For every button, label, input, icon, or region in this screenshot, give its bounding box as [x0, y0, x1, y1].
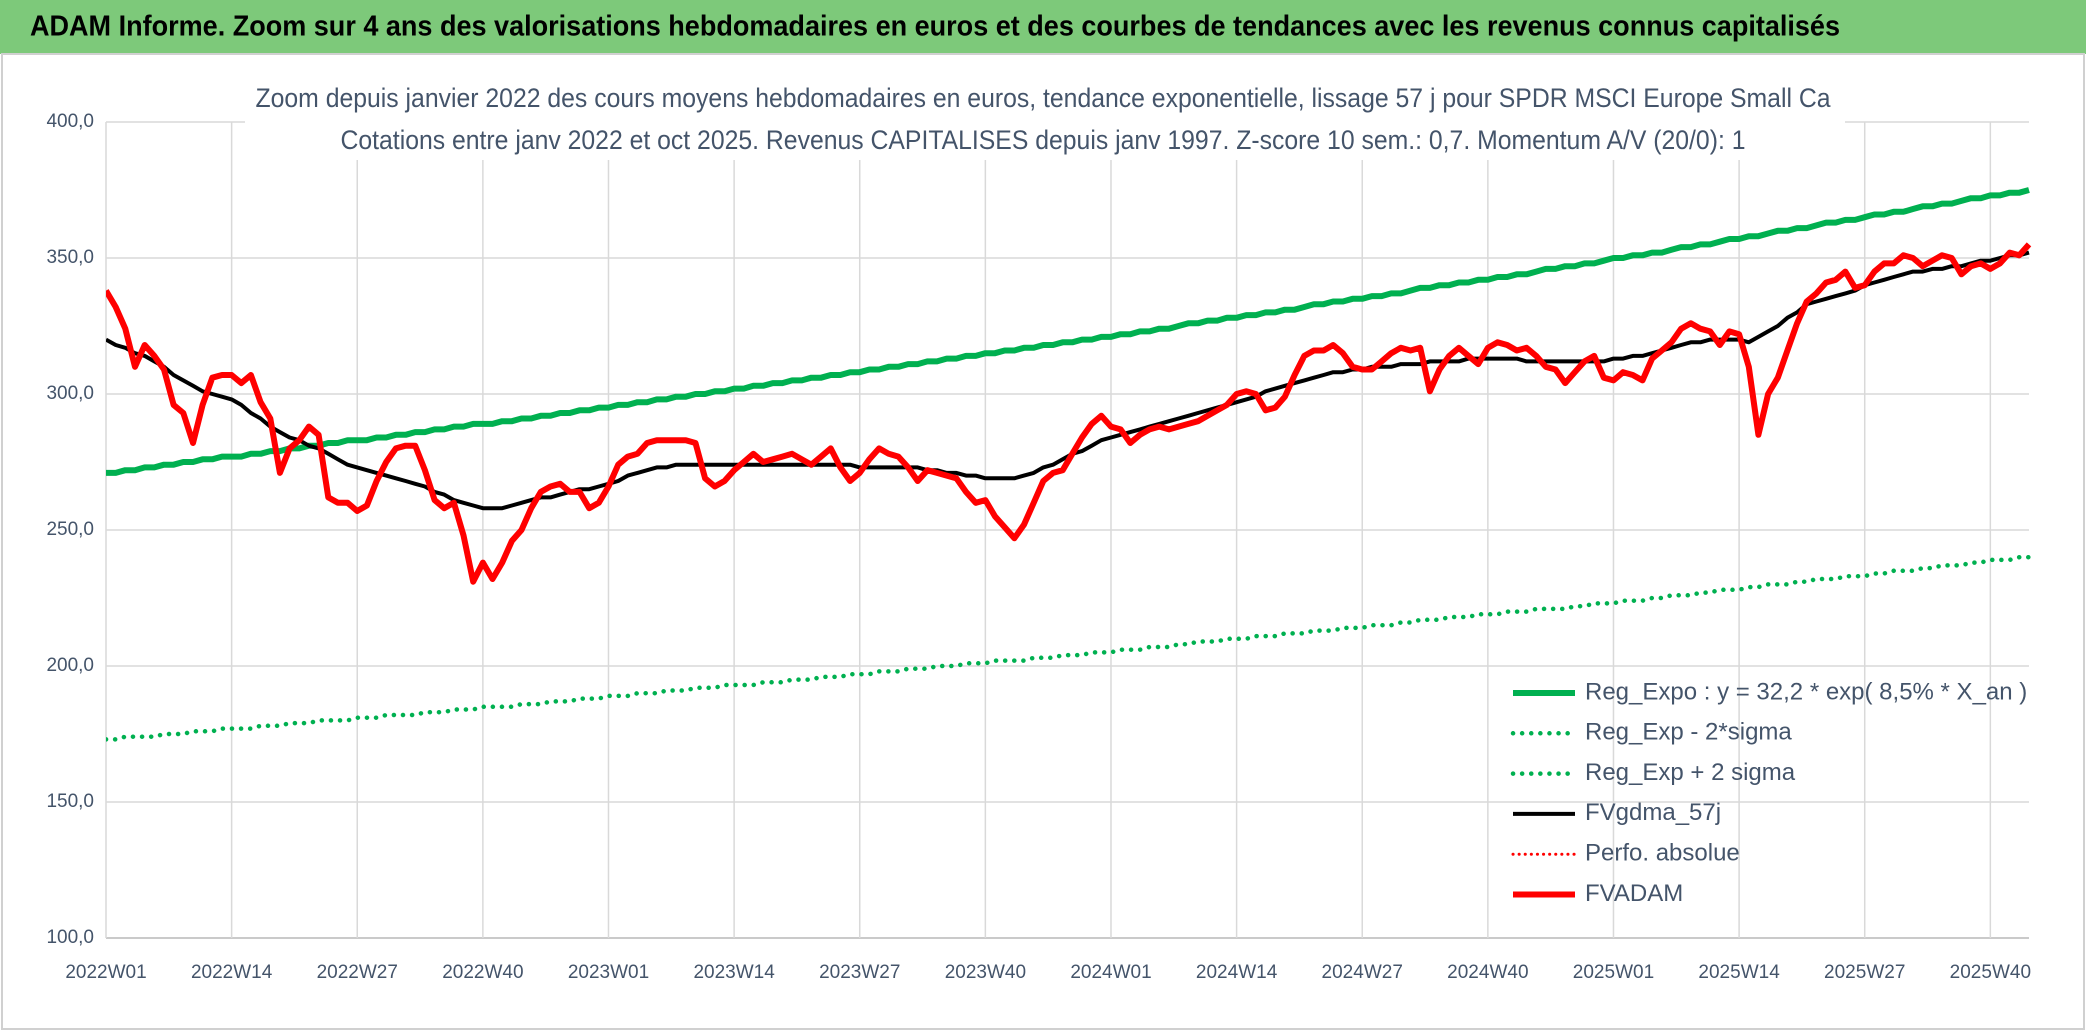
- series-line: [106, 187, 2030, 476]
- legend-label: FVgdma_57j: [1585, 799, 1721, 826]
- x-tick-label: 2024W14: [1196, 962, 1278, 983]
- x-tick-label: 2023W01: [568, 962, 649, 983]
- plot-lines: [106, 187, 2032, 742]
- x-tick-label: 2025W01: [1573, 962, 1654, 983]
- y-tick-label: 200,0: [46, 655, 94, 676]
- x-tick-label: 2024W40: [1447, 962, 1528, 983]
- x-tick-label: 2022W14: [191, 962, 273, 983]
- series-line: [106, 554, 2032, 742]
- legend-label: Perfo. absolue: [1585, 840, 1740, 867]
- legend-label: Reg_Exp - 2*sigma: [1585, 719, 1792, 746]
- y-tick-label: 400,0: [46, 111, 94, 132]
- x-tick-label: 2025W14: [1698, 962, 1780, 983]
- title-backdrop: [245, 80, 1845, 160]
- chart-frame: [1, 53, 2085, 1030]
- y-tick-label: 350,0: [46, 247, 94, 268]
- grid: 100,0 150,0 200,0 250,0 300,0 350,0 400,0 2022W…: [46, 111, 2031, 983]
- y-tick-label: 250,0: [46, 519, 94, 540]
- y-tick-label: 300,0: [46, 383, 94, 404]
- x-tick-label: 2022W27: [317, 962, 398, 983]
- x-tick-label: 2022W40: [442, 962, 523, 983]
- x-tick-label: 2023W14: [693, 962, 775, 983]
- x-tick-label: 2024W01: [1070, 962, 1151, 983]
- subtitle: Cotations entre janv 2022 et oct 2025. R…: [341, 125, 1746, 155]
- y-tick-label: 100,0: [46, 927, 94, 948]
- x-tick-label: 2025W40: [1950, 962, 2031, 983]
- x-tick-label: 2024W27: [1322, 962, 1403, 983]
- series-line: [106, 242, 2032, 585]
- chart-title: ADAM Informe. Zoom sur 4 ans des valoris…: [30, 11, 1840, 43]
- subtitle: Zoom depuis janvier 2022 des cours moyen…: [256, 83, 1832, 113]
- legend-label: FVADAM: [1585, 880, 1683, 907]
- x-tick-label: 2023W27: [819, 962, 900, 983]
- y-tick-label: 150,0: [46, 791, 94, 812]
- legend-label: Reg_Exp + 2 sigma: [1585, 759, 1796, 786]
- x-tick-label: 2023W40: [945, 962, 1026, 983]
- banner: [0, 0, 2086, 54]
- x-tick-label: 2025W27: [1824, 962, 1905, 983]
- legend-label: Reg_Expo : y = 32,2 * exp( 8,5% * X_an ): [1585, 678, 2027, 705]
- legend: Reg_Expo : y = 32,2 * exp( 8,5% * X_an )…: [1510, 678, 2027, 907]
- x-tick-label: 2022W01: [65, 962, 146, 983]
